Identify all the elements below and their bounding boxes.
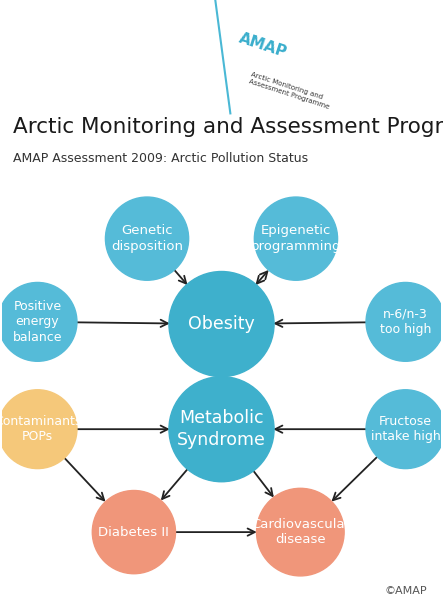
Text: Metabolic
Syndrome: Metabolic Syndrome [177,409,266,449]
Text: Genetic
disposition: Genetic disposition [111,224,183,253]
Circle shape [169,271,274,377]
FancyArrowPatch shape [275,320,366,327]
Text: AMAP Assessment 2009: Arctic Pollution Status: AMAP Assessment 2009: Arctic Pollution S… [13,152,308,165]
Text: Fructose
intake high: Fructose intake high [371,415,440,443]
FancyArrowPatch shape [275,425,366,433]
FancyArrowPatch shape [253,470,272,496]
Circle shape [0,283,77,361]
Text: Cardiovascular
disease: Cardiovascular disease [251,518,350,547]
Circle shape [92,491,175,574]
FancyArrowPatch shape [162,469,188,499]
Circle shape [254,197,338,280]
FancyArrowPatch shape [175,529,255,536]
Circle shape [105,197,189,280]
Text: Obesity: Obesity [188,315,255,333]
Circle shape [366,283,443,361]
Circle shape [366,390,443,469]
Text: ©AMAP: ©AMAP [385,586,427,596]
Text: Contaminants
POPs: Contaminants POPs [0,415,81,443]
Text: Diabetes II: Diabetes II [98,526,169,539]
FancyArrowPatch shape [257,271,268,284]
Text: Arctic Monitoring and Assessment Programme: Arctic Monitoring and Assessment Program… [13,116,443,137]
FancyArrowPatch shape [65,458,104,500]
Text: Arctic Monitoring and
Assessment Programme: Arctic Monitoring and Assessment Program… [248,71,332,110]
Circle shape [256,488,344,576]
Text: n-6/n-3
too high: n-6/n-3 too high [380,308,431,336]
Text: Positive
energy
balance: Positive energy balance [13,300,62,344]
FancyArrowPatch shape [77,320,168,327]
FancyArrowPatch shape [218,368,225,376]
Text: Epigenetic
programming: Epigenetic programming [251,224,341,253]
Circle shape [169,377,274,482]
Text: AMAP: AMAP [237,31,289,60]
Circle shape [0,390,77,469]
FancyArrowPatch shape [174,270,186,284]
FancyArrowPatch shape [77,425,168,433]
FancyArrowPatch shape [333,457,377,500]
